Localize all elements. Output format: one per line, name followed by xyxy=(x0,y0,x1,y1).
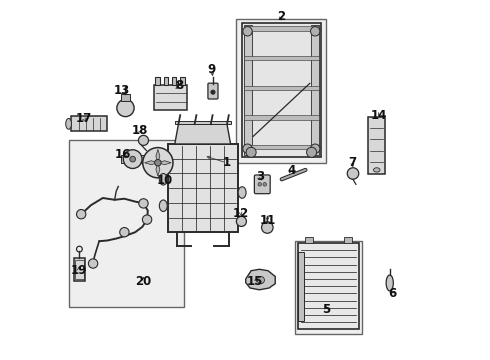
Bar xyxy=(74,258,85,281)
Bar xyxy=(154,85,187,110)
Text: 20: 20 xyxy=(135,275,151,288)
Text: 17: 17 xyxy=(75,112,92,125)
Polygon shape xyxy=(156,149,160,163)
Bar xyxy=(294,241,363,334)
Polygon shape xyxy=(175,124,231,144)
Circle shape xyxy=(243,27,252,36)
Polygon shape xyxy=(245,269,275,290)
Circle shape xyxy=(117,99,134,117)
Circle shape xyxy=(262,222,273,233)
Circle shape xyxy=(263,183,267,186)
Bar xyxy=(175,121,231,124)
Text: 12: 12 xyxy=(233,207,249,220)
Bar xyxy=(180,77,185,85)
Text: 13: 13 xyxy=(114,84,130,97)
Text: 14: 14 xyxy=(371,109,387,122)
Text: 15: 15 xyxy=(247,275,263,288)
Bar xyxy=(244,115,319,120)
Circle shape xyxy=(120,228,129,237)
Circle shape xyxy=(139,135,148,145)
Text: 8: 8 xyxy=(175,79,184,92)
Bar xyxy=(69,140,184,307)
Polygon shape xyxy=(158,161,171,165)
Circle shape xyxy=(311,27,320,36)
Text: 7: 7 xyxy=(348,156,356,169)
Circle shape xyxy=(139,199,148,208)
Bar xyxy=(236,19,326,163)
FancyBboxPatch shape xyxy=(208,83,218,99)
Bar xyxy=(75,260,84,279)
Circle shape xyxy=(243,144,252,153)
Bar xyxy=(344,237,351,243)
Bar xyxy=(244,56,319,60)
Bar xyxy=(244,25,252,155)
Text: 3: 3 xyxy=(256,170,265,183)
Circle shape xyxy=(143,215,152,224)
Bar xyxy=(244,145,319,149)
Bar xyxy=(244,86,319,90)
Bar xyxy=(168,144,238,232)
Text: 19: 19 xyxy=(71,264,87,277)
Bar xyxy=(368,117,386,174)
Text: 5: 5 xyxy=(322,303,330,316)
Circle shape xyxy=(155,159,161,166)
Ellipse shape xyxy=(238,187,246,198)
Ellipse shape xyxy=(373,168,380,172)
Polygon shape xyxy=(145,161,158,165)
Ellipse shape xyxy=(159,200,167,211)
Ellipse shape xyxy=(159,174,167,185)
Text: 1: 1 xyxy=(222,156,230,169)
Text: 9: 9 xyxy=(208,63,216,76)
Circle shape xyxy=(88,259,98,268)
Text: 10: 10 xyxy=(157,174,173,187)
Bar xyxy=(121,94,130,101)
Bar xyxy=(311,25,319,155)
Circle shape xyxy=(130,156,136,162)
Circle shape xyxy=(257,276,265,284)
Circle shape xyxy=(347,168,359,179)
Text: 11: 11 xyxy=(259,214,275,227)
Bar xyxy=(72,116,107,131)
FancyBboxPatch shape xyxy=(254,175,270,194)
Circle shape xyxy=(76,210,86,219)
Circle shape xyxy=(211,90,215,94)
Bar xyxy=(121,155,144,163)
Circle shape xyxy=(123,150,142,168)
Bar xyxy=(172,77,176,85)
Bar xyxy=(164,77,168,85)
Circle shape xyxy=(246,147,256,157)
Circle shape xyxy=(311,144,320,153)
Polygon shape xyxy=(156,163,160,176)
Bar xyxy=(305,237,313,243)
Bar xyxy=(298,243,359,329)
Text: 2: 2 xyxy=(277,10,285,23)
Bar xyxy=(298,252,304,321)
Bar xyxy=(242,23,320,157)
Circle shape xyxy=(307,147,317,157)
Circle shape xyxy=(143,148,173,178)
Ellipse shape xyxy=(386,275,393,291)
Bar xyxy=(244,26,319,31)
Text: 6: 6 xyxy=(389,287,397,300)
Text: 18: 18 xyxy=(132,124,148,137)
Bar xyxy=(155,77,160,85)
Circle shape xyxy=(236,216,246,226)
Text: 4: 4 xyxy=(287,164,295,177)
Ellipse shape xyxy=(66,118,72,129)
Circle shape xyxy=(258,183,262,186)
Text: 16: 16 xyxy=(115,148,131,161)
